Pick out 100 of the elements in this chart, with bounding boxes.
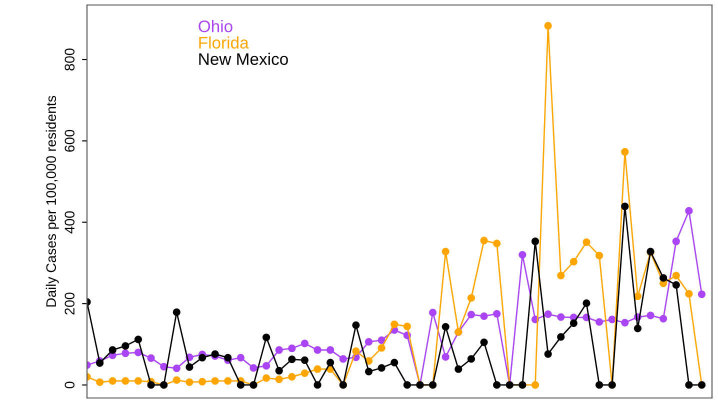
point [172, 376, 180, 384]
point [122, 349, 130, 358]
point [480, 312, 488, 320]
point [300, 340, 309, 348]
point [288, 344, 296, 352]
point [262, 374, 270, 382]
point [236, 354, 245, 362]
point [262, 334, 270, 342]
point [288, 373, 296, 381]
point [660, 274, 668, 282]
point [186, 378, 194, 386]
point [582, 238, 590, 246]
point [570, 319, 578, 327]
point [685, 207, 693, 215]
y-tick-label: 600 [64, 130, 75, 152]
point [186, 363, 194, 371]
point [108, 377, 116, 385]
point [134, 377, 142, 385]
point [275, 375, 283, 384]
point [211, 377, 219, 385]
point [621, 318, 629, 327]
point [570, 258, 578, 266]
point [595, 252, 604, 260]
point [364, 368, 373, 376]
point [134, 336, 142, 344]
point [480, 338, 488, 346]
point [147, 354, 155, 362]
point [518, 250, 526, 259]
point [442, 353, 450, 361]
point [198, 378, 206, 386]
point [634, 292, 642, 300]
point [288, 356, 296, 364]
point [364, 338, 373, 346]
point [122, 342, 130, 350]
point [390, 320, 398, 328]
point [275, 346, 283, 354]
point [403, 322, 412, 330]
point [634, 324, 642, 332]
point [224, 354, 232, 362]
point [96, 378, 104, 386]
point [557, 272, 565, 280]
point [262, 362, 270, 370]
point [493, 240, 501, 248]
point [544, 350, 552, 358]
point [493, 310, 501, 318]
point [672, 281, 680, 289]
point [557, 333, 565, 341]
point [378, 344, 386, 352]
point [698, 290, 706, 298]
point [250, 364, 258, 372]
point [454, 365, 462, 373]
point [122, 377, 130, 385]
text: New Mexico [199, 52, 288, 65]
point [442, 322, 450, 331]
point [326, 358, 334, 366]
point [403, 381, 412, 389]
point [172, 364, 180, 372]
point [467, 310, 476, 318]
point [352, 347, 360, 356]
point [300, 356, 309, 364]
point [108, 346, 116, 354]
point [493, 381, 501, 389]
text: Ohio [198, 20, 232, 32]
point [595, 381, 604, 389]
point [275, 366, 283, 375]
point [339, 355, 347, 363]
point [198, 354, 206, 362]
point [621, 148, 629, 156]
point [390, 358, 398, 366]
point [685, 290, 693, 298]
point [314, 346, 322, 354]
point [531, 381, 540, 389]
point [685, 381, 693, 389]
point [314, 365, 322, 373]
point [467, 294, 476, 302]
point [660, 314, 668, 322]
point [300, 369, 309, 378]
point [314, 381, 322, 389]
point [480, 236, 488, 244]
point [160, 362, 168, 370]
y-tick-label: 200 [64, 292, 75, 314]
y-tick-label: 800 [64, 48, 75, 70]
y-axis-title: Daily Cases per 100,000 residents [46, 96, 59, 307]
point [428, 308, 437, 316]
point [672, 238, 680, 246]
y-tick-label: 0 [64, 382, 75, 388]
point [672, 272, 680, 280]
point [378, 336, 386, 344]
point [224, 377, 232, 385]
point [582, 299, 590, 308]
point [544, 22, 552, 30]
point [378, 364, 386, 372]
point [646, 312, 654, 320]
point [134, 348, 142, 356]
point [467, 355, 476, 363]
point [147, 381, 155, 389]
point [236, 381, 245, 389]
point [172, 308, 180, 316]
point [544, 310, 552, 318]
point [621, 202, 629, 210]
